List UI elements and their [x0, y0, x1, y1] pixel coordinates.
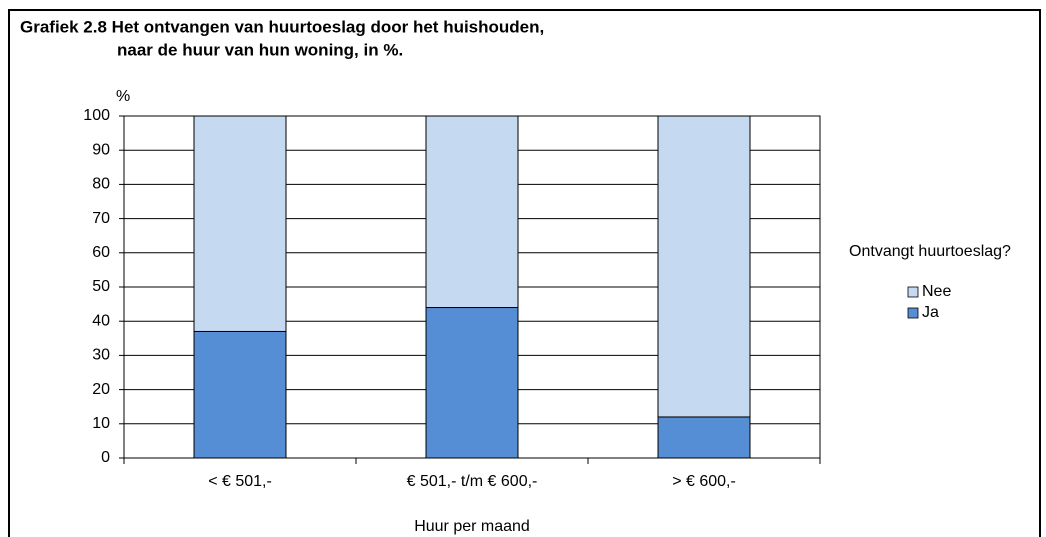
y-tick-label: 30 [92, 347, 110, 364]
legend-swatch [907, 286, 919, 298]
y-tick-label: 10 [92, 415, 110, 432]
bar-segment [425, 307, 519, 459]
y-tick-label: 20 [92, 381, 110, 398]
bar-segment [425, 115, 519, 309]
frame [8, 9, 1041, 537]
legend-title: Ontvangt huurtoeslag? [849, 243, 1011, 260]
x-tick-label: < € 501,- [208, 473, 272, 490]
legend-label: Nee [922, 283, 951, 300]
x-tick-label: > € 600,- [672, 473, 736, 490]
y-tick-label: 50 [92, 278, 110, 295]
x-tick-label: € 501,- t/m € 600,- [407, 473, 538, 490]
y-tick-label: 60 [92, 244, 110, 261]
bar-segment [657, 115, 751, 418]
y-tick-label: 40 [92, 312, 110, 329]
y-tick-label: 0 [101, 449, 110, 466]
y-tick-label: 80 [92, 176, 110, 193]
y-axis-label: % [116, 88, 130, 105]
x-axis-label: Huur per maand [414, 518, 530, 535]
legend-label: Ja [922, 304, 939, 321]
bar-segment [657, 416, 751, 459]
y-tick-label: 90 [92, 141, 110, 158]
y-tick-label: 100 [83, 107, 110, 124]
bar-segment [193, 330, 287, 459]
chart-title: Grafiek 2.8 Het ontvangen van huurtoesla… [20, 17, 544, 36]
y-tick-label: 70 [92, 210, 110, 227]
plot-border [123, 115, 821, 459]
bar-segment [193, 115, 287, 332]
chart-title: naar de huur van hun woning, in %. [117, 40, 403, 59]
legend-swatch [907, 307, 919, 319]
